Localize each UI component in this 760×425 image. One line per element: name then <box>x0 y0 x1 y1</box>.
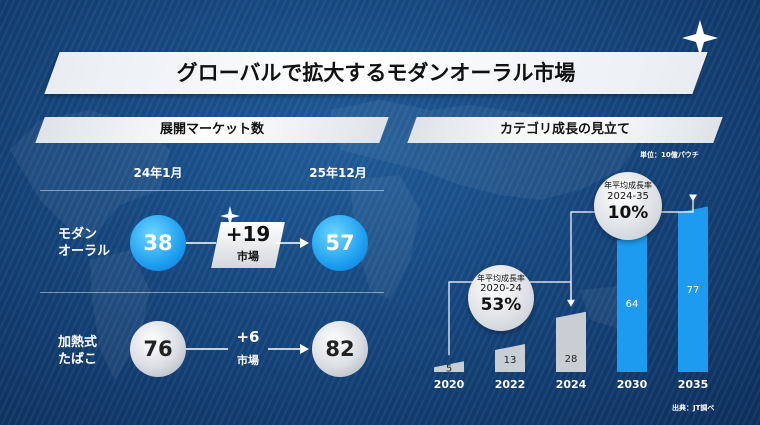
x-tick-label: 2035 <box>678 378 709 391</box>
cagr2-period: 2024-35 <box>607 191 649 202</box>
row2-to-circle: 82 <box>312 321 368 377</box>
col1-label: 24年1月 <box>133 166 183 180</box>
arrow-right-icon <box>300 344 309 354</box>
right-heading: カテゴリ成長の見立て <box>499 122 630 137</box>
bar-2035 <box>678 206 708 372</box>
cagr1-bubble <box>468 265 534 331</box>
source-note: 出典：JT調べ <box>672 404 715 412</box>
divider <box>40 190 384 191</box>
cagr2-label: 年平均成長率 <box>604 181 652 190</box>
x-tick-label: 2024 <box>556 378 587 391</box>
row2-label-line2: たばこ <box>58 352 98 367</box>
divider <box>40 292 384 293</box>
unit-note: 単位：10億パウチ <box>640 151 699 159</box>
arrow-down-icon <box>689 194 697 202</box>
bar-value-label: 13 <box>504 355 517 366</box>
cagr1-label: 年平均成長率 <box>477 274 525 283</box>
bar-2022 <box>495 344 525 372</box>
cagr2-bubble <box>594 172 662 240</box>
col2-label: 25年12月 <box>309 166 367 180</box>
arrow-right-icon <box>300 238 309 248</box>
bar-value-label: 28 <box>565 354 578 365</box>
row2-label-line1: 加熱式 <box>58 335 98 350</box>
bar-value-label: 77 <box>687 285 700 296</box>
row1-to-circle: 57 <box>312 215 368 271</box>
bar-2020 <box>434 361 464 372</box>
page-title: グローバルで拡大するモダンオーラル市場 <box>176 61 576 85</box>
bar-value-label: 5 <box>446 364 452 375</box>
bar-2030 <box>617 234 647 372</box>
bar-2024 <box>556 311 586 372</box>
x-tick-label: 2022 <box>495 378 526 391</box>
sparkle-icon <box>220 206 240 226</box>
left-heading: 展開マーケット数 <box>159 122 264 137</box>
row1-delta: +19 <box>225 222 271 246</box>
cagr1-value: 53% <box>480 295 522 315</box>
row2-delta: +6 <box>236 328 260 346</box>
row2-label: 加熱式 たばこ <box>58 334 97 368</box>
cagr1-period: 2020-24 <box>480 283 522 294</box>
cagr2-value: 10% <box>607 203 649 223</box>
x-tick-label: 2030 <box>617 378 648 391</box>
row2-unit: 市場 <box>237 354 259 367</box>
bar-value-label: 64 <box>626 299 639 310</box>
row1-label: モダン オーラル <box>58 226 110 260</box>
sparkle-icon <box>682 20 718 56</box>
x-tick-label: 2020 <box>434 378 465 391</box>
row1-unit: 市場 <box>237 250 259 263</box>
row1-from-circle: 38 <box>130 215 186 271</box>
row1-label-line2: オーラル <box>58 244 111 259</box>
row2-from-circle: 76 <box>130 321 186 377</box>
row1-label-line1: モダン <box>58 227 98 242</box>
